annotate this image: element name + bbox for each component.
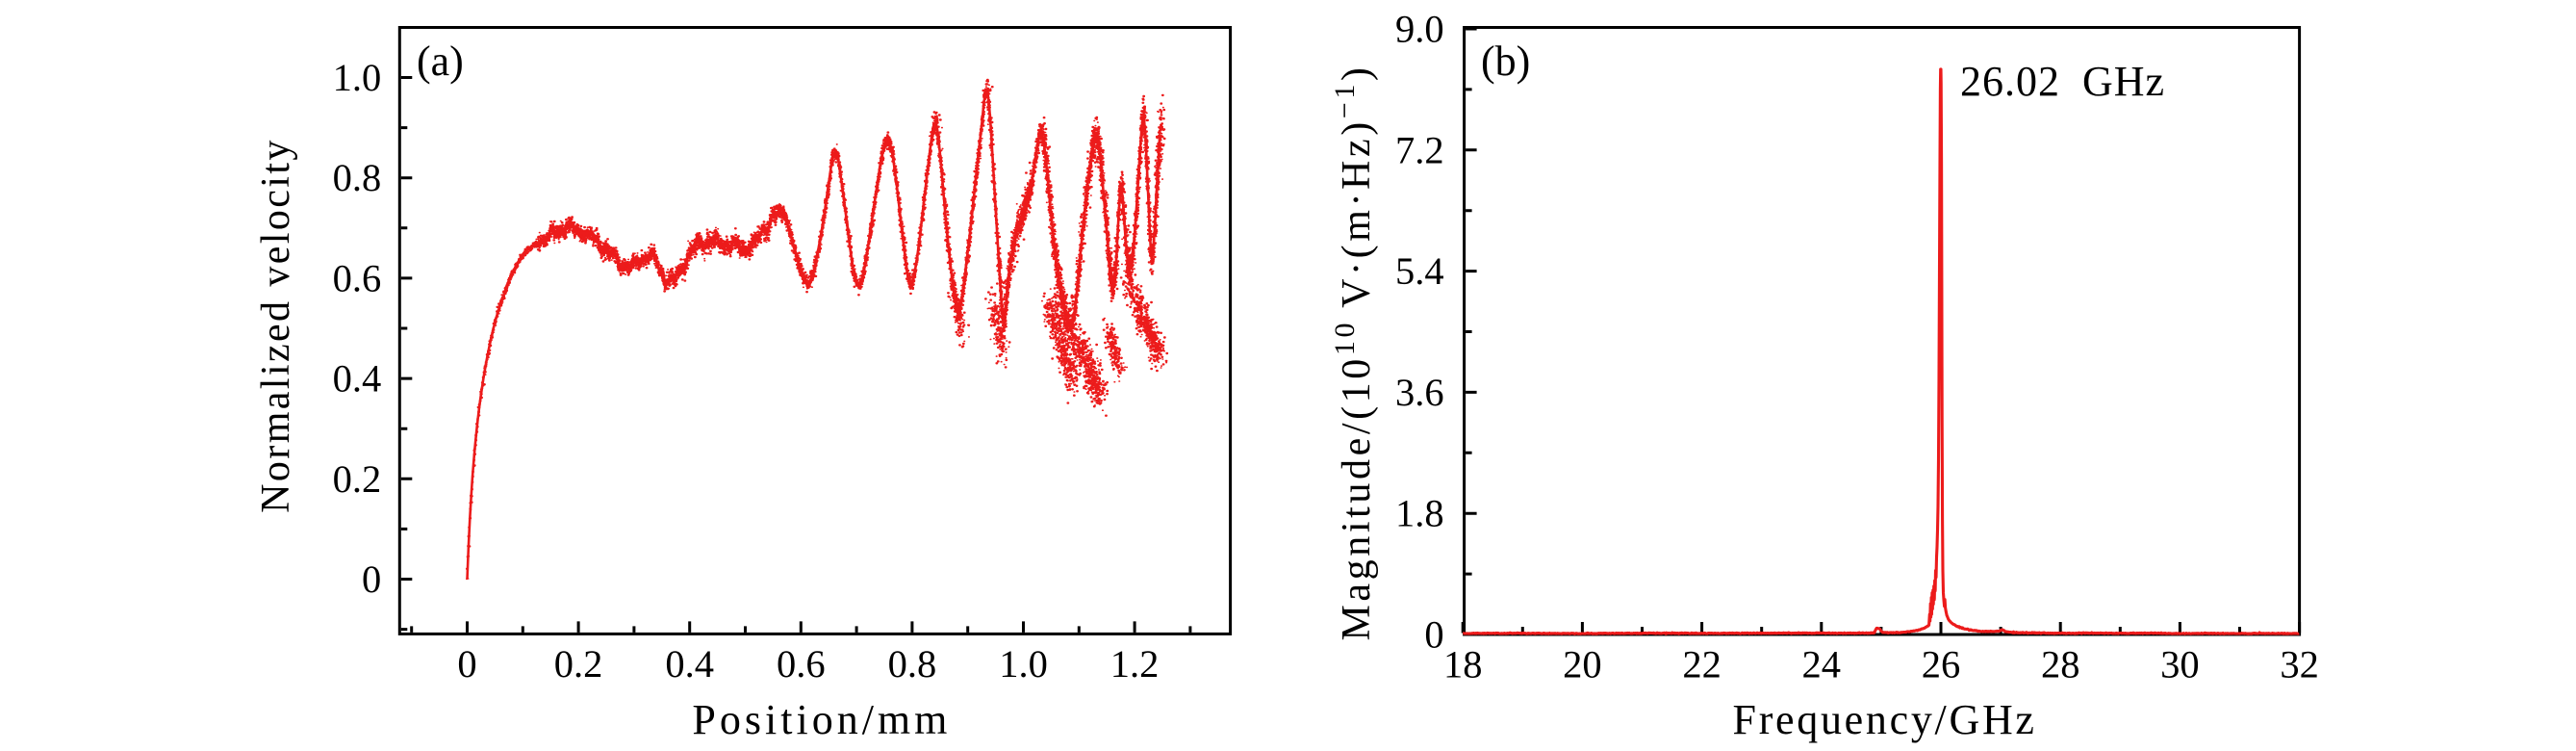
svg-text:0: 0	[1424, 613, 1443, 657]
svg-text:0.8: 0.8	[333, 156, 382, 199]
svg-text:18: 18	[1443, 643, 1483, 686]
svg-text:1.0: 1.0	[999, 642, 1048, 686]
svg-text:(b): (b)	[1481, 38, 1530, 85]
svg-text:3.6: 3.6	[1395, 371, 1444, 414]
svg-text:0.6: 0.6	[333, 256, 382, 299]
svg-text:0.6: 0.6	[777, 642, 826, 686]
svg-text:0.4: 0.4	[333, 357, 382, 401]
svg-text:0.2: 0.2	[554, 642, 603, 686]
svg-text:9.0: 9.0	[1395, 8, 1444, 51]
svg-text:1.2: 1.2	[1110, 642, 1160, 686]
svg-text:20: 20	[1563, 643, 1602, 686]
svg-text:26.02 GHz: 26.02 GHz	[1960, 58, 2165, 105]
svg-text:0.4: 0.4	[665, 642, 714, 686]
svg-text:28: 28	[2041, 643, 2080, 686]
svg-text:1.8: 1.8	[1395, 492, 1444, 535]
svg-text:26: 26	[1922, 643, 1961, 686]
svg-text:5.4: 5.4	[1395, 249, 1444, 293]
svg-text:Frequency/GHz: Frequency/GHz	[1733, 696, 2037, 743]
svg-text:0: 0	[457, 642, 476, 686]
svg-text:30: 30	[2160, 643, 2200, 686]
svg-text:1.0: 1.0	[333, 56, 382, 99]
svg-text:0.8: 0.8	[888, 642, 937, 686]
svg-text:Position/mm: Position/mm	[692, 696, 951, 743]
svg-text:0.2: 0.2	[333, 457, 382, 501]
svg-text:(a): (a)	[417, 38, 464, 85]
svg-text:24: 24	[1802, 643, 1842, 686]
svg-text:32: 32	[2280, 643, 2319, 686]
svg-text:22: 22	[1682, 643, 1722, 686]
svg-text:7.2: 7.2	[1395, 128, 1444, 171]
svg-text:Normalized velocity: Normalized velocity	[254, 138, 298, 513]
svg-text:0: 0	[362, 557, 381, 601]
